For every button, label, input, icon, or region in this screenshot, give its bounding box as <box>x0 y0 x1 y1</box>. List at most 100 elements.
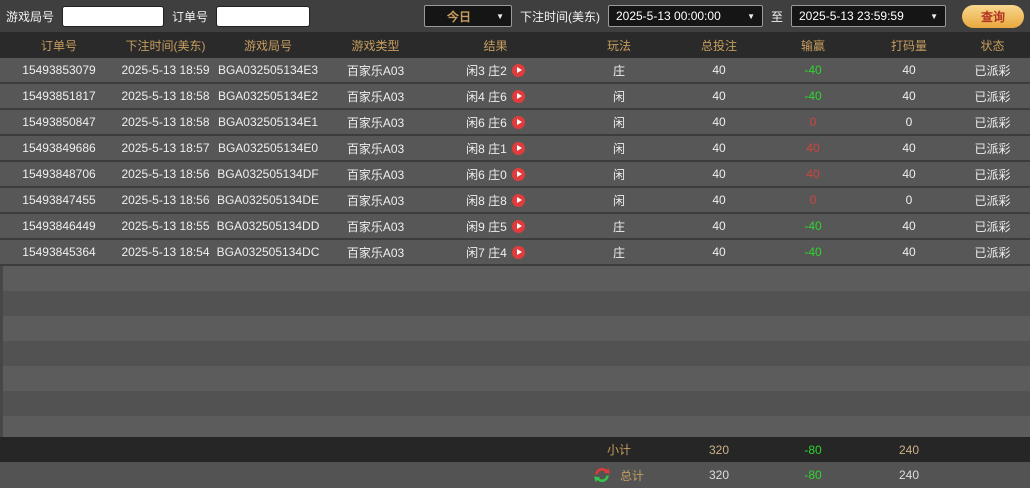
cell-round-no: BGA032505134E2 <box>217 89 319 103</box>
cell-status: 已派彩 <box>974 141 1011 156</box>
cell-turnover: 40 <box>902 167 916 181</box>
table-row[interactable]: 15493853079 2025-5-13 18:59 BGA032505134E3… <box>0 58 1030 84</box>
col-header-result: 结果 <box>483 38 508 53</box>
cell-result: 闲4 庄6 <box>428 88 563 105</box>
cell-round-no: BGA032505134DE <box>216 193 320 207</box>
table-row[interactable]: 15493847455 2025-5-13 18:56 BGA032505134DE… <box>0 188 1030 214</box>
cell-order-no: 15493851817 <box>22 89 96 103</box>
cell-game-type: 百家乐A03 <box>346 219 405 234</box>
cell-play: 闲 <box>612 141 625 156</box>
cell-bet-time: 2025-5-13 18:55 <box>121 219 210 233</box>
chevron-down-icon: ▼ <box>496 11 504 21</box>
date-range-value: 今日 <box>446 9 471 24</box>
cell-play: 庄 <box>612 63 625 78</box>
subtotal-turnover: 240 <box>898 442 920 457</box>
cell-order-no: 15493847455 <box>22 193 96 207</box>
result-text: 闲4 庄6 <box>466 89 507 104</box>
cell-result: 闲8 庄8 <box>428 192 563 209</box>
end-time-select[interactable]: 2025-5-13 23:59:59 ▼ <box>791 5 946 27</box>
grand-total-label: 总计 <box>619 468 644 483</box>
replay-play-icon[interactable] <box>511 115 525 129</box>
subtotal-label: 小计 <box>606 443 631 457</box>
table-row[interactable]: 15493850847 2025-5-13 18:58 BGA032505134E1… <box>0 110 1030 136</box>
grand-total-total-bet: 320 <box>708 468 730 482</box>
cell-status: 已派彩 <box>974 219 1011 234</box>
cell-game-type: 百家乐A03 <box>346 245 405 260</box>
sync-icon[interactable] <box>594 467 610 483</box>
replay-play-icon[interactable] <box>511 167 525 181</box>
cell-bet-time: 2025-5-13 18:56 <box>121 193 210 207</box>
cell-game-type: 百家乐A03 <box>346 63 405 78</box>
query-button[interactable]: 查询 <box>962 4 1024 28</box>
cell-order-no: 15493850847 <box>22 115 96 129</box>
cell-win-loss: 0 <box>809 115 817 129</box>
cell-game-type: 百家乐A03 <box>346 193 405 208</box>
table-row[interactable]: 15493849686 2025-5-13 18:57 BGA032505134E0… <box>0 136 1030 162</box>
cell-result: 闲9 庄5 <box>428 218 563 235</box>
table-body: 15493853079 2025-5-13 18:59 BGA032505134E3… <box>0 58 1030 266</box>
cell-result: 闲3 庄2 <box>428 62 563 79</box>
play-triangle-icon <box>516 119 522 125</box>
replay-play-icon[interactable] <box>511 193 525 207</box>
grand-total-row: 总计 320 -80 240 <box>0 462 1030 488</box>
cell-order-no: 15493845364 <box>22 245 96 259</box>
replay-play-icon[interactable] <box>511 63 525 77</box>
cell-win-loss: -40 <box>804 245 822 259</box>
replay-play-icon[interactable] <box>511 219 525 233</box>
replay-play-icon[interactable] <box>511 89 525 103</box>
cell-play: 闲 <box>612 167 625 182</box>
cell-round-no: BGA032505134E3 <box>217 63 319 77</box>
cell-play: 闲 <box>612 89 625 104</box>
cell-win-loss: 40 <box>806 141 820 155</box>
cell-order-no: 15493853079 <box>22 63 96 77</box>
order-no-input[interactable] <box>216 5 311 27</box>
cell-turnover: 0 <box>905 115 913 129</box>
cell-play: 庄 <box>612 245 625 260</box>
bet-time-label: 下注时间(美东) <box>519 9 600 24</box>
cell-total-bet: 40 <box>712 219 726 233</box>
table-row[interactable]: 15493846449 2025-5-13 18:55 BGA032505134DD… <box>0 214 1030 240</box>
result-text: 闲6 庄6 <box>466 115 507 130</box>
result-text: 闲9 庄5 <box>466 219 507 234</box>
replay-play-icon[interactable] <box>511 141 525 155</box>
cell-status: 已派彩 <box>974 167 1011 182</box>
cell-order-no: 15493848706 <box>22 167 96 181</box>
cell-turnover: 40 <box>902 245 916 259</box>
cell-total-bet: 40 <box>712 115 726 129</box>
cell-round-no: BGA032505134DD <box>216 219 320 233</box>
cell-total-bet: 40 <box>712 63 726 77</box>
play-triangle-icon <box>516 249 522 255</box>
col-header-bet-time: 下注时间(美东) <box>125 38 206 53</box>
col-header-status: 状态 <box>980 38 1005 53</box>
play-triangle-icon <box>516 67 522 73</box>
start-time-select[interactable]: 2025-5-13 00:00:00 ▼ <box>607 5 763 27</box>
play-triangle-icon <box>516 197 522 203</box>
cell-status: 已派彩 <box>974 245 1011 260</box>
table-row[interactable]: 15493845364 2025-5-13 18:54 BGA032505134DC… <box>0 240 1030 266</box>
cell-status: 已派彩 <box>974 193 1011 208</box>
date-range-select[interactable]: 今日 ▼ <box>423 5 512 27</box>
table-row[interactable]: 15493848706 2025-5-13 18:56 BGA032505134DF… <box>0 162 1030 188</box>
cell-win-loss: -40 <box>804 219 822 233</box>
cell-round-no: BGA032505134DC <box>216 245 320 259</box>
play-triangle-icon <box>516 93 522 99</box>
replay-play-icon[interactable] <box>511 245 525 259</box>
cell-win-loss: 0 <box>809 193 817 207</box>
cell-total-bet: 40 <box>712 193 726 207</box>
grand-total-win-loss: -80 <box>804 468 822 482</box>
play-triangle-icon <box>516 171 522 177</box>
cell-result: 闲6 庄0 <box>428 166 563 183</box>
cell-result: 闲7 庄4 <box>428 244 563 261</box>
cell-game-type: 百家乐A03 <box>346 167 405 182</box>
result-text: 闲7 庄4 <box>466 245 507 260</box>
to-label: 至 <box>770 9 783 24</box>
empty-rows-area <box>0 266 1030 437</box>
subtotal-win-loss: -80 <box>804 442 822 457</box>
table-row[interactable]: 15493851817 2025-5-13 18:58 BGA032505134E2… <box>0 84 1030 110</box>
table-header: 订单号 下注时间(美东) 游戏局号 游戏类型 结果 玩法 总投注 输赢 打码量 … <box>0 32 1030 58</box>
chevron-down-icon: ▼ <box>930 11 938 21</box>
cell-status: 已派彩 <box>974 63 1011 78</box>
cell-result: 闲6 庄6 <box>428 114 563 131</box>
cell-turnover: 40 <box>902 89 916 103</box>
game-round-input[interactable] <box>62 5 165 27</box>
